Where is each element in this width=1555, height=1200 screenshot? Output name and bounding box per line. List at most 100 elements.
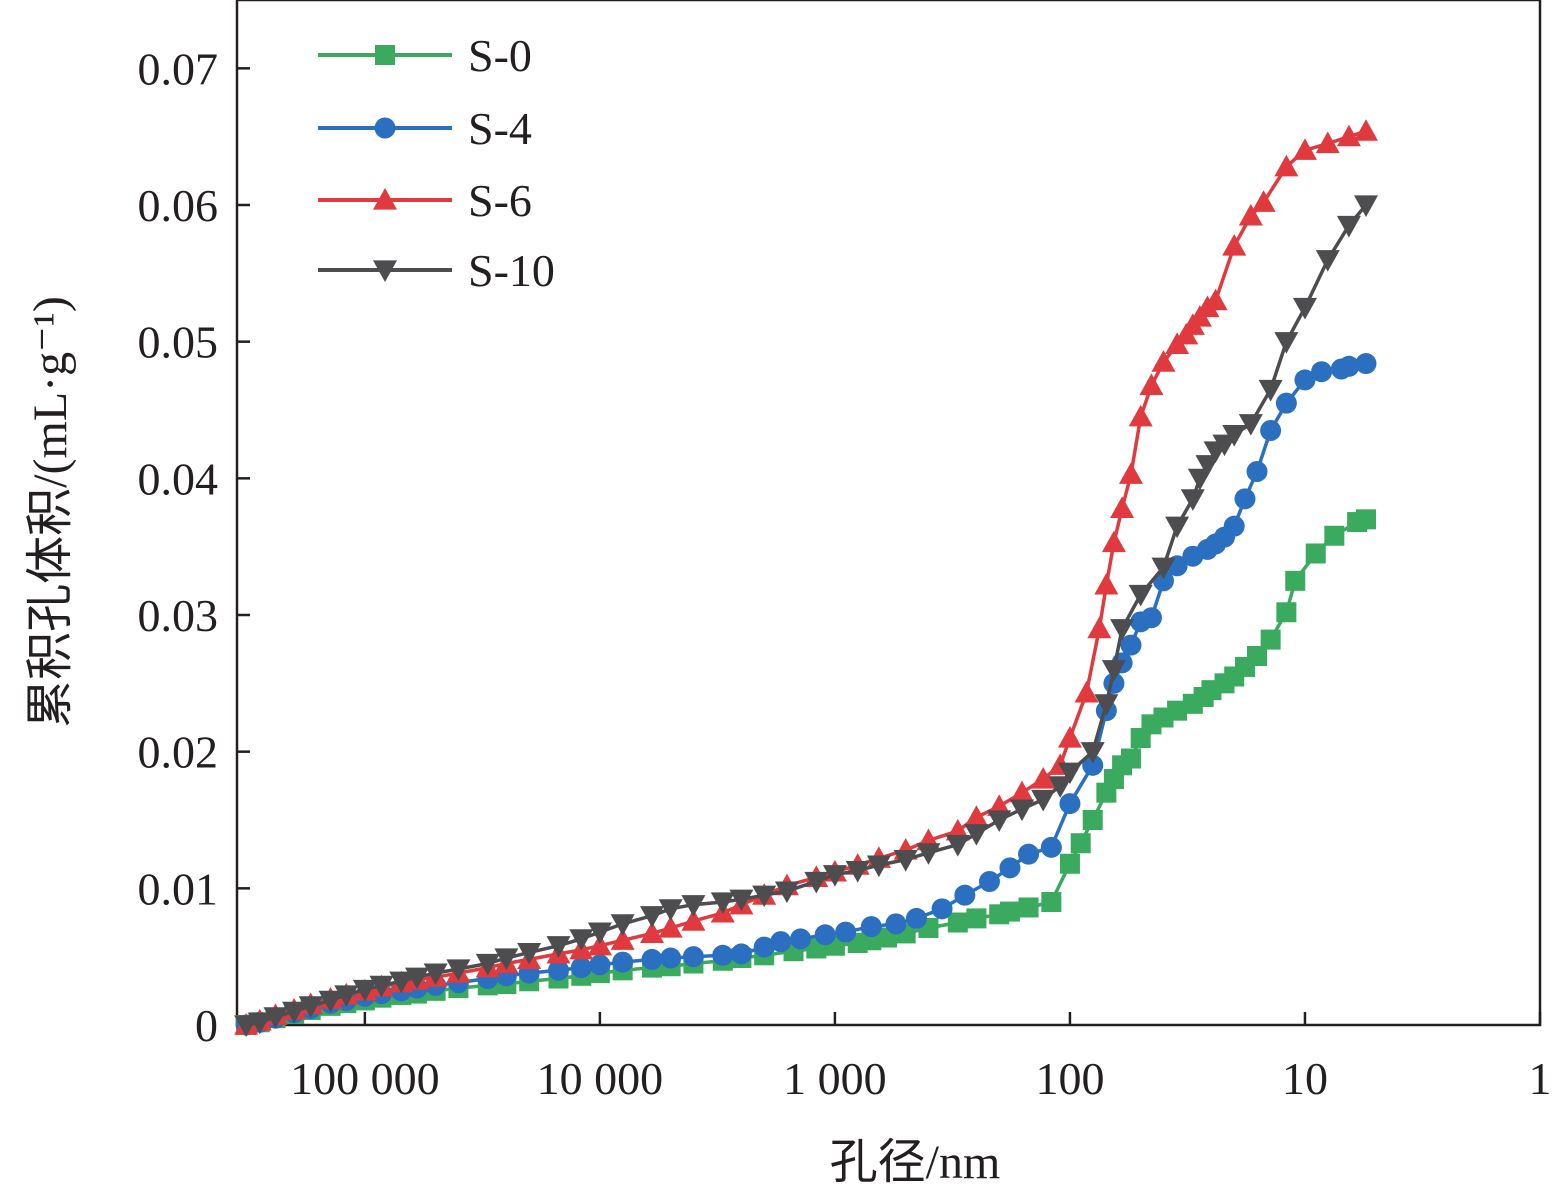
series-layer (234, 119, 1378, 1037)
data-point-S-6 (1139, 373, 1164, 395)
data-point-S-6 (1203, 288, 1228, 311)
data-point-S-6 (1057, 726, 1082, 748)
data-point-S-10 (1080, 742, 1105, 764)
data-point-S-0 (1041, 892, 1062, 912)
data-point-S-6 (1151, 350, 1176, 372)
legend-item-S-6: S-6 (318, 175, 532, 226)
data-point-S-6 (1087, 616, 1112, 639)
data-point-S-10 (866, 855, 891, 878)
data-point-S-4 (999, 857, 1021, 879)
data-point-S-10 (1315, 250, 1340, 272)
data-point-S-6 (1128, 404, 1153, 427)
y-axis: 0 0.01 0.02 0.03 0.04 0.05 0.06 0.07 (138, 43, 250, 1051)
data-point-S-10 (1292, 297, 1317, 320)
data-point-S-10 (263, 1007, 288, 1029)
data-point-S-4 (1223, 515, 1245, 537)
data-point-S-4 (1275, 392, 1297, 414)
data-point-S-6 (658, 915, 683, 938)
data-point-S-4 (860, 916, 882, 938)
data-point-S-4 (814, 924, 836, 946)
data-point-S-4 (589, 954, 611, 976)
data-point-S-10 (1151, 557, 1176, 580)
data-point-S-0 (947, 912, 968, 933)
data-point-S-6 (1110, 496, 1135, 518)
data-point-S-10 (282, 1001, 307, 1024)
data-point-S-10 (334, 985, 359, 1007)
data-point-S-6 (640, 921, 665, 944)
data-point-S-10 (1009, 799, 1034, 822)
y-tick-label: 0.06 (138, 180, 219, 231)
data-point-S-10 (546, 936, 571, 958)
data-point-S-6 (681, 909, 706, 931)
data-point-S-4 (770, 931, 792, 953)
data-point-S-10 (234, 1015, 259, 1037)
data-point-S-10 (475, 953, 500, 976)
legend-item-S-0: S-0 (318, 30, 532, 81)
data-point-S-10 (964, 824, 989, 846)
data-point-S-4 (1018, 843, 1040, 865)
data-point-S-4 (641, 948, 663, 970)
data-point-S-6 (1009, 780, 1034, 803)
data-point-S-0 (1305, 543, 1326, 564)
data-point-S-0 (1120, 748, 1141, 769)
data-point-S-10 (1180, 489, 1205, 511)
data-point-S-10 (247, 1012, 272, 1035)
legend-label: S-0 (468, 30, 532, 81)
data-point-S-10 (1212, 434, 1237, 457)
data-point-S-4 (954, 884, 976, 906)
data-point-S-0 (1167, 700, 1188, 721)
data-point-S-10 (1094, 694, 1119, 716)
data-point-S-0 (1324, 525, 1345, 546)
data-point-S-4 (712, 944, 734, 966)
data-point-S-10 (710, 892, 735, 914)
data-point-S-10 (1353, 195, 1378, 217)
data-point-S-4 (978, 871, 1000, 892)
data-point-S-6 (1118, 462, 1143, 484)
data-point-S-10 (318, 990, 343, 1013)
legend-marker (374, 117, 396, 139)
data-point-S-6 (1353, 119, 1378, 141)
data-point-S-6 (1251, 190, 1276, 212)
data-point-S-6 (1031, 767, 1056, 789)
data-point-S-6 (610, 928, 635, 950)
data-point-S-4 (660, 947, 682, 969)
data-point-S-10 (893, 850, 918, 872)
data-point-S-4 (1082, 754, 1104, 776)
data-point-S-10 (298, 996, 323, 1018)
data-point-S-0 (1285, 570, 1306, 591)
data-point-S-4 (1234, 488, 1256, 510)
data-point-S-10 (494, 948, 519, 971)
data-point-S-10 (1110, 619, 1135, 641)
y-tick-label: 0.05 (138, 317, 219, 368)
data-point-S-6 (1094, 572, 1119, 595)
data-point-S-0 (1260, 629, 1281, 650)
data-point-S-4 (931, 898, 953, 920)
data-point-S-4 (1355, 353, 1377, 375)
data-point-S-6 (1101, 530, 1126, 553)
data-point-S-4 (1120, 634, 1142, 656)
data-point-S-6 (1274, 154, 1299, 177)
y-tick-label: 0.07 (138, 43, 219, 94)
x-tick-label: 10 000 (537, 1053, 664, 1104)
data-point-S-10 (1336, 215, 1361, 238)
y-tick-label: 0 (195, 1000, 218, 1051)
y-tick-label: 0.02 (138, 727, 219, 778)
series-S-10 (234, 195, 1378, 1037)
data-point-S-10 (804, 871, 829, 894)
legend-item-S-10: S-10 (318, 245, 555, 296)
data-point-S-10 (822, 865, 847, 887)
data-point-S-10 (389, 971, 414, 994)
data-point-S-6 (1238, 203, 1263, 226)
plot-frame (235, 0, 1542, 1027)
y-tick-label: 0.04 (138, 453, 219, 504)
x-axis: 100 000 10 000 1 000 100 10 1 (290, 1012, 1552, 1104)
data-point-S-0 (1247, 646, 1268, 666)
y-tick-label: 0.01 (138, 863, 219, 914)
data-point-S-10 (945, 835, 970, 857)
legend-label: S-4 (468, 103, 532, 154)
data-point-S-4 (790, 928, 812, 950)
data-point-S-4 (835, 921, 857, 943)
x-tick-label: 1 (1529, 1053, 1552, 1104)
data-point-S-4 (570, 957, 592, 979)
